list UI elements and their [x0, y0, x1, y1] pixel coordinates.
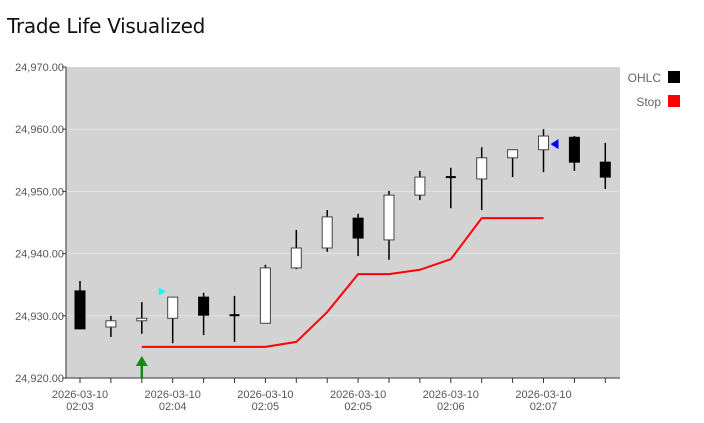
x-tick-date: 2026-03-10: [237, 389, 293, 401]
x-tick-date: 2026-03-10: [330, 389, 386, 401]
candle-body: [198, 296, 210, 316]
x-tick-time: 02:05: [252, 401, 280, 413]
candle-body: [259, 267, 271, 324]
candle-body: [383, 194, 395, 241]
candle-body: [321, 216, 333, 249]
page-title: Trade Life Visualized: [7, 14, 205, 38]
candle-body: [507, 149, 519, 159]
candle: [136, 302, 148, 334]
candle-body: [476, 157, 488, 180]
x-tick-time: 02:03: [66, 401, 94, 413]
candle: [476, 147, 488, 211]
stop-line: [141, 217, 544, 348]
candle: [507, 149, 519, 178]
candle-body: [105, 320, 117, 328]
entry-arrow-head-icon: [135, 356, 148, 366]
x-tick-time: 02:05: [344, 401, 372, 413]
candle: [321, 210, 333, 252]
candle-body: [599, 161, 611, 178]
candle-body: [538, 135, 549, 151]
marker-triangle-right-icon: [158, 287, 166, 296]
candle: [599, 142, 611, 189]
marker-triangle-left-icon: [550, 139, 559, 150]
x-tick-date: 2026-03-10: [145, 389, 201, 401]
y-tick-label: 24,940.00: [15, 249, 64, 261]
x-tick-date: 2026-03-10: [52, 389, 108, 401]
candle-body: [74, 290, 86, 330]
candle: [414, 170, 426, 201]
x-tick-date: 2026-03-10: [423, 389, 479, 401]
candle: [167, 296, 179, 344]
y-tick-label: 24,930.00: [15, 311, 64, 323]
candle-body: [167, 296, 179, 319]
x-tick-time: 02:04: [159, 401, 187, 413]
candle: [568, 136, 580, 171]
y-tick-label: 24,970.00: [15, 62, 64, 74]
y-tick-label: 24,960.00: [15, 124, 64, 136]
candle: [383, 190, 395, 260]
x-tick-time: 02:06: [437, 401, 465, 413]
candle: [105, 315, 117, 337]
candle: [538, 129, 549, 173]
candle-body: [352, 217, 364, 239]
plot-area: [66, 67, 620, 378]
x-tick-time: 02:07: [530, 401, 558, 413]
candle: [229, 295, 240, 342]
legend-label: Stop: [636, 95, 661, 109]
y-tick-label: 24,950.00: [15, 186, 64, 198]
candle-body: [568, 136, 580, 163]
candle-body: [136, 317, 148, 322]
x-tick-date: 2026-03-10: [515, 389, 571, 401]
candle-body: [290, 247, 302, 269]
legend-label: OHLC: [628, 71, 662, 85]
candle: [352, 213, 364, 257]
candle: [259, 264, 271, 324]
candle: [290, 229, 302, 270]
candle-body: [414, 176, 426, 196]
candle: [198, 292, 210, 336]
legend-swatch: [668, 71, 680, 83]
legend-swatch: [668, 95, 680, 107]
candle: [74, 280, 86, 330]
y-tick-label: 24,920.00: [15, 373, 64, 385]
candle: [445, 167, 456, 209]
